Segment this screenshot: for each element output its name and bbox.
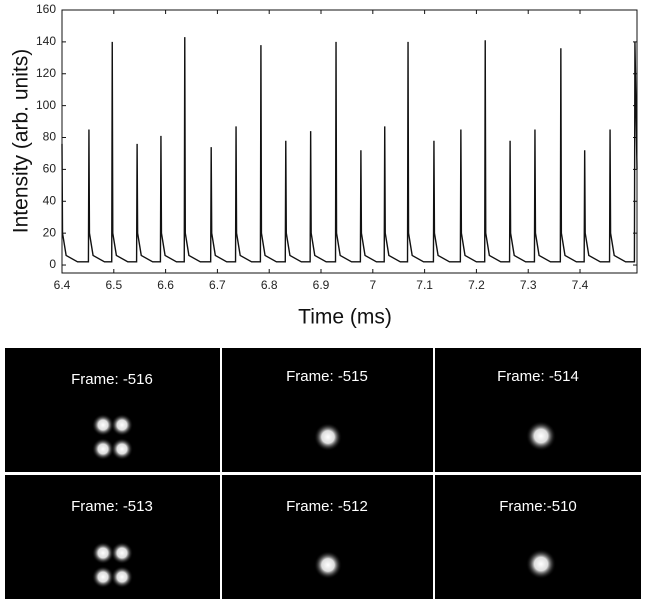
frame-panel <box>435 475 641 599</box>
x-tick-label: 6.8 <box>261 278 278 292</box>
y-tick-label: 60 <box>43 162 57 176</box>
x-tick-label: 7.4 <box>572 278 589 292</box>
beam-spot <box>526 421 556 451</box>
x-tick-label: 6.4 <box>54 278 71 292</box>
y-tick-label: 40 <box>43 193 57 207</box>
y-tick-label: 140 <box>36 34 56 48</box>
x-tick-label: 7.1 <box>416 278 433 292</box>
frame-label: Frame: -513 <box>71 498 153 515</box>
beam-spot <box>314 423 342 451</box>
y-tick-label: 80 <box>43 130 57 144</box>
beam-spot <box>526 549 556 579</box>
x-tick-label: 6.9 <box>313 278 330 292</box>
x-tick-label: 6.6 <box>157 278 174 292</box>
y-tick-label: 100 <box>36 98 56 112</box>
x-tick-label: 7.3 <box>520 278 537 292</box>
y-tick-label: 0 <box>49 257 56 271</box>
y-axis-title: Intensity (arb. units) <box>10 49 33 233</box>
frame-label: Frame:-510 <box>499 498 577 515</box>
beam-spot <box>314 551 342 579</box>
frame-panel <box>435 348 641 472</box>
x-tick-label: 6.7 <box>209 278 226 292</box>
figure: Intensity (arb. units) Time (ms) Frame: … <box>0 0 646 602</box>
y-tick-label: 20 <box>43 225 57 239</box>
frame-label: Frame: -512 <box>286 498 368 515</box>
x-tick-label: 7 <box>369 278 376 292</box>
x-axis-title: Time (ms) <box>298 306 392 329</box>
x-tick-label: 6.5 <box>105 278 122 292</box>
frame-label: Frame: -515 <box>286 368 368 385</box>
frame-label: Frame: -516 <box>71 371 153 388</box>
y-tick-label: 160 <box>36 2 56 16</box>
frame-panel <box>222 348 433 472</box>
x-tick-label: 7.2 <box>468 278 485 292</box>
y-tick-label: 120 <box>36 66 56 80</box>
frames: Frame: -516 Frame: -515 Frame: -514 Fram… <box>5 348 641 599</box>
frame-label: Frame: -514 <box>497 368 579 385</box>
frame-panel <box>222 475 433 599</box>
plot-area <box>62 10 637 273</box>
